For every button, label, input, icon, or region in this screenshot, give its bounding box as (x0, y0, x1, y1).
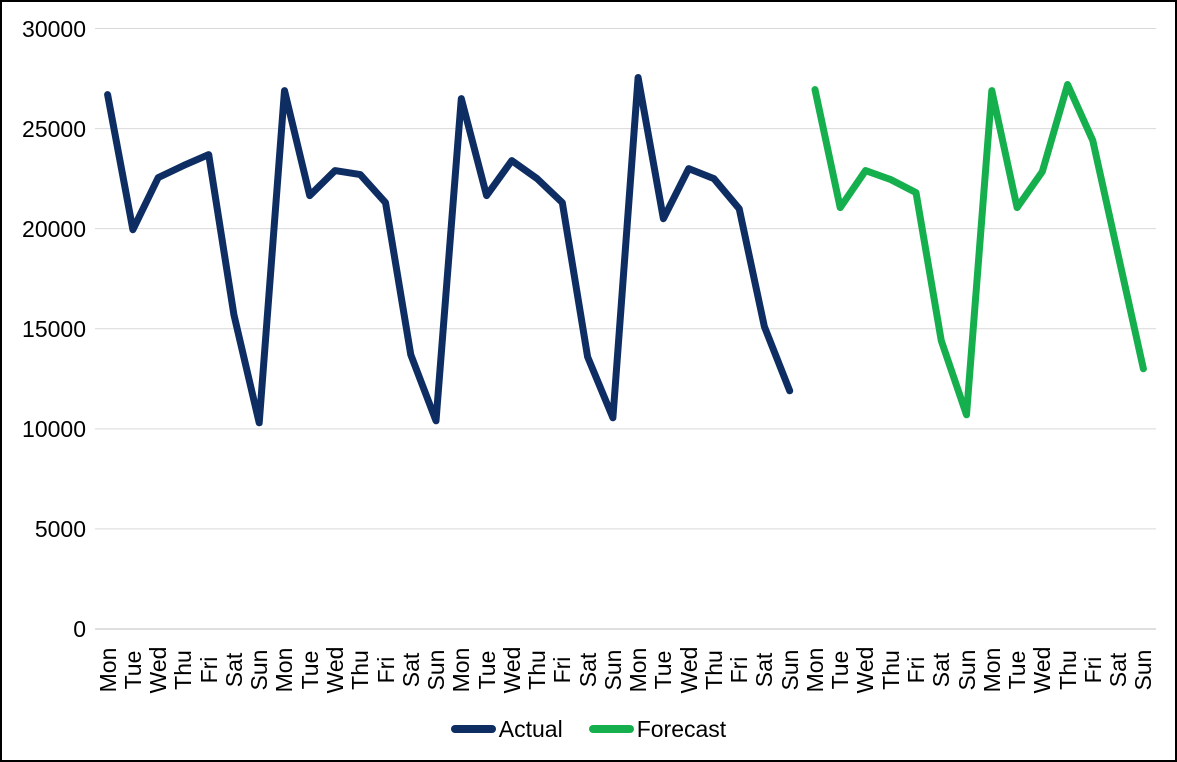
y-tick-label: 10000 (22, 415, 86, 442)
legend: Actual Forecast (2, 707, 1175, 751)
y-tick-label: 5000 (34, 515, 86, 542)
actual-series-line-swatch (450, 725, 496, 733)
series-line-actual[interactable] (104, 74, 794, 427)
legend-label-forecast: Forecast (636, 716, 727, 742)
legend-item-forecast[interactable]: Forecast (588, 716, 727, 742)
y-tick-label: 20000 (22, 215, 86, 242)
y-tick-label: 30000 (22, 15, 86, 42)
legend-label-actual: Actual (498, 716, 563, 742)
forecast-series-line-swatch (588, 725, 634, 733)
y-tick-label: 0 (73, 616, 86, 642)
legend-item-actual[interactable]: Actual (450, 716, 563, 742)
series-line-forecast[interactable] (811, 81, 1147, 419)
y-tick-label: 25000 (22, 115, 86, 142)
y-tick-label: 15000 (22, 315, 86, 342)
